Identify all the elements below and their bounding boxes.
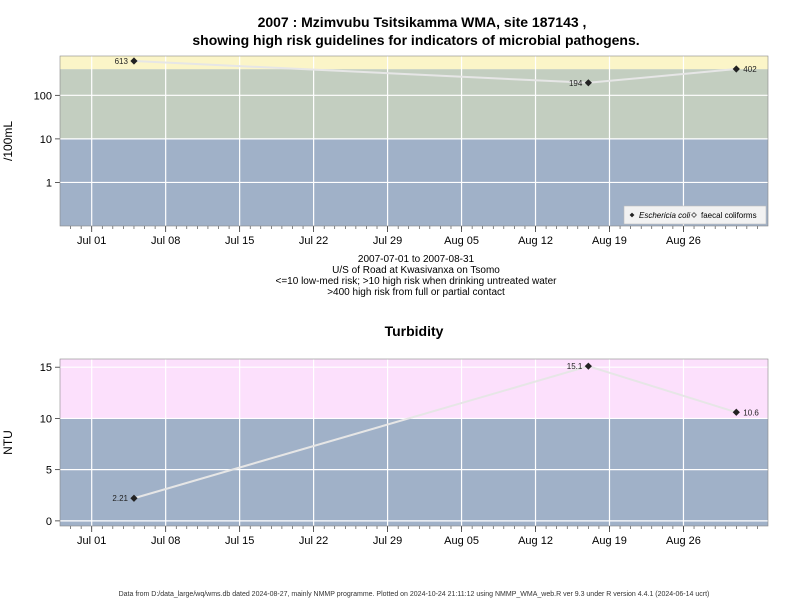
legend-label: faecal coliforms bbox=[701, 211, 757, 220]
x-tick-label: Jul 22 bbox=[299, 535, 328, 547]
data-point bbox=[732, 408, 740, 416]
risk-band-1 bbox=[60, 69, 768, 139]
turbidity-title: Turbidity bbox=[385, 323, 444, 339]
y-axis-label: NTU bbox=[1, 430, 15, 455]
legend: Eschericia coli faecal coliforms bbox=[623, 205, 767, 225]
x-tick-label: Jul 15 bbox=[225, 535, 254, 547]
legend-marker-filled bbox=[629, 212, 635, 218]
y-tick-label: 10 bbox=[40, 134, 52, 146]
data-point bbox=[584, 362, 592, 370]
x-tick-label: Aug 26 bbox=[666, 235, 701, 247]
subtitle-line-2: U/S of Road at Kwasivanxa on Tsomo bbox=[332, 265, 500, 276]
legend-marker-open bbox=[691, 212, 697, 218]
data-label: 15.1 bbox=[567, 362, 583, 371]
plot-frame bbox=[59, 358, 769, 527]
data-label: 402 bbox=[743, 65, 757, 74]
turbidity-panel: Jul 01 Jul 08 Jul 15 Jul 22 Jul 29 Aug 05 Aug … bbox=[1, 358, 769, 547]
x-tick-label: Aug 12 bbox=[518, 235, 553, 247]
legend-box bbox=[623, 205, 767, 225]
x-tick-label: Aug 26 bbox=[666, 535, 701, 547]
chart-title-line2: showing high risk guidelines for indicat… bbox=[192, 32, 639, 48]
subtitle-line-3: <=10 low-med risk; >10 high risk when dr… bbox=[276, 276, 558, 287]
x-tick-label: Aug 05 bbox=[444, 235, 479, 247]
data-label: 10.6 bbox=[743, 408, 759, 417]
y-tick-label: 100 bbox=[34, 90, 52, 102]
risk-band-0 bbox=[60, 418, 768, 526]
x-tick-label: Jul 01 bbox=[77, 235, 106, 247]
chart-title-line1: 2007 : Mzimvubu Tsitsikamma WMA, site 18… bbox=[258, 14, 587, 30]
x-tick-label: Jul 29 bbox=[373, 535, 402, 547]
plot-frame bbox=[59, 55, 769, 227]
x-tick-label: Aug 19 bbox=[592, 235, 627, 247]
x-tick-label: Aug 19 bbox=[592, 535, 627, 547]
data-point bbox=[584, 79, 592, 87]
x-tick-label: Aug 05 bbox=[444, 535, 479, 547]
x-tick-label: Jul 29 bbox=[373, 235, 402, 247]
subtitle-line-1: 2007-07-01 to 2007-08-31 bbox=[358, 254, 475, 265]
y-tick-label: 10 bbox=[40, 413, 52, 425]
microbial-panel: Jul 01 Jul 08 Jul 15 Jul 22 Jul 29 Aug 05 Aug … bbox=[1, 55, 769, 247]
y-axis-label: /100mL bbox=[1, 121, 15, 161]
data-label: 2.21 bbox=[112, 494, 128, 503]
footer-note: Data from D:/data_large/wq/wms.db dated … bbox=[119, 591, 710, 598]
x-tick-label: Jul 08 bbox=[151, 535, 180, 547]
risk-band-1 bbox=[60, 359, 768, 419]
data-point bbox=[130, 57, 138, 65]
legend-label: Eschericia coli bbox=[639, 211, 690, 220]
x-tick-label: Jul 08 bbox=[151, 235, 180, 247]
y-tick-label: 0 bbox=[46, 516, 52, 528]
data-point bbox=[732, 65, 740, 73]
y-tick-label: 1 bbox=[46, 177, 52, 189]
x-tick-label: Jul 22 bbox=[299, 235, 328, 247]
x-tick-label: Jul 15 bbox=[225, 235, 254, 247]
subtitle-line-4: >400 high risk from full or partial cont… bbox=[327, 287, 505, 298]
x-tick-label: Aug 12 bbox=[518, 535, 553, 547]
data-point bbox=[130, 494, 138, 502]
y-tick-label: 5 bbox=[46, 465, 52, 477]
x-tick-label: Jul 01 bbox=[77, 535, 106, 547]
data-label: 194 bbox=[569, 79, 583, 88]
data-label: 613 bbox=[115, 57, 129, 66]
y-tick-label: 15 bbox=[40, 362, 52, 374]
